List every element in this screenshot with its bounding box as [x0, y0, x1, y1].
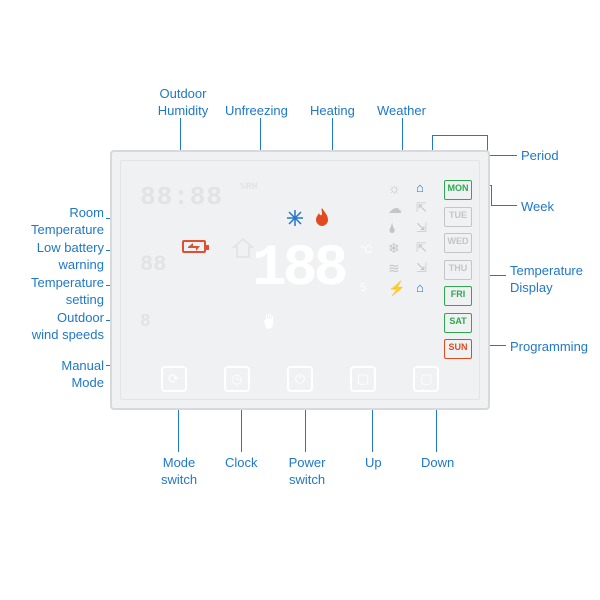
label-temperature-display: TemperatureDisplay [510, 263, 583, 297]
weather-column: ☼ ☁ 🌢 ❄ ≋ ⚡ [388, 180, 405, 300]
power-button[interactable]: ⏻ [287, 366, 313, 392]
label-low-battery: Low batterywarning [0, 240, 104, 274]
button-row: ⟳ ◷ ⏻ ▢ ▢ [112, 366, 488, 392]
weekday-thu: THU [444, 260, 472, 280]
label-room-temperature: RoomTemperature [0, 205, 104, 239]
weekday-tue: TUE [444, 207, 472, 227]
weather-sun-icon: ☼ [388, 180, 405, 200]
heating-icon [315, 208, 329, 231]
period-icon: ⇲ [416, 220, 427, 240]
period-icon: ⌂ [416, 180, 427, 200]
degree-top: °C [360, 244, 372, 256]
up-button[interactable]: ▢ [350, 366, 376, 392]
weather-wind-icon: ≋ [388, 260, 405, 280]
label-down: Down [421, 455, 454, 472]
label-outdoor-humidity: OutdoorHumidity [148, 86, 218, 120]
manual-icon [262, 312, 278, 335]
down-button[interactable]: ▢ [413, 366, 439, 392]
house-icon [232, 237, 254, 264]
weekday-fri: FRI [444, 286, 472, 306]
thermostat-panel: 88:88 %RH 88 188 °C 5 8 ☼ ☁ 🌢 ❄ ≋ ⚡ ⌂ ⇱ … [110, 150, 490, 410]
period-icon: ⌂ [416, 280, 427, 300]
callout-line [432, 135, 487, 136]
label-unfreezing: Unfreezing [225, 103, 288, 120]
week-column: MON TUE WED THU FRI SAT SUN [444, 180, 472, 366]
humidity-unit: %RH [240, 182, 258, 193]
label-temperature-setting: Temperaturesetting [0, 275, 104, 309]
battery-icon [182, 240, 206, 253]
label-period: Period [521, 148, 559, 165]
weather-storm-icon: ⚡ [388, 280, 405, 300]
label-power-switch: Powerswitch [282, 455, 332, 489]
label-programming: Programming [510, 339, 588, 356]
weekday-sun: SUN [444, 339, 472, 359]
label-up: Up [365, 455, 382, 472]
clock-button[interactable]: ◷ [224, 366, 250, 392]
mode-button[interactable]: ⟳ [161, 366, 187, 392]
weekday-sat: SAT [444, 313, 472, 333]
callout-line [491, 185, 492, 205]
period-icon: ⇱ [416, 240, 427, 260]
weekday-wed: WED [444, 233, 472, 253]
period-icon: ⇲ [416, 260, 427, 280]
degree-bot: 5 [360, 282, 366, 294]
room-temp-display: 88 [140, 252, 166, 277]
label-mode-switch: Modeswitch [154, 455, 204, 489]
humidity-digits: 88:88 [140, 182, 223, 212]
label-week: Week [521, 199, 554, 216]
label-manual-mode: ManualMode [0, 358, 104, 392]
weather-snow-icon: ❄ [388, 240, 405, 260]
main-temp-display: 188 [252, 237, 344, 302]
weather-cloud-icon: ☁ [388, 200, 405, 220]
callout-line [487, 155, 517, 156]
period-icon: ⇱ [416, 200, 427, 220]
weekday-mon: MON [444, 180, 472, 200]
unfreezing-icon [287, 210, 303, 231]
label-outdoor-wind: Outdoorwind speeds [0, 310, 104, 344]
label-clock: Clock [225, 455, 258, 472]
period-column: ⌂ ⇱ ⇲ ⇱ ⇲ ⌂ [416, 180, 427, 300]
wind-display: 8 [140, 312, 151, 332]
callout-line [491, 205, 517, 206]
humidity-display: 88:88 %RH [140, 182, 258, 212]
weather-rain-icon: 🌢 [388, 220, 405, 240]
